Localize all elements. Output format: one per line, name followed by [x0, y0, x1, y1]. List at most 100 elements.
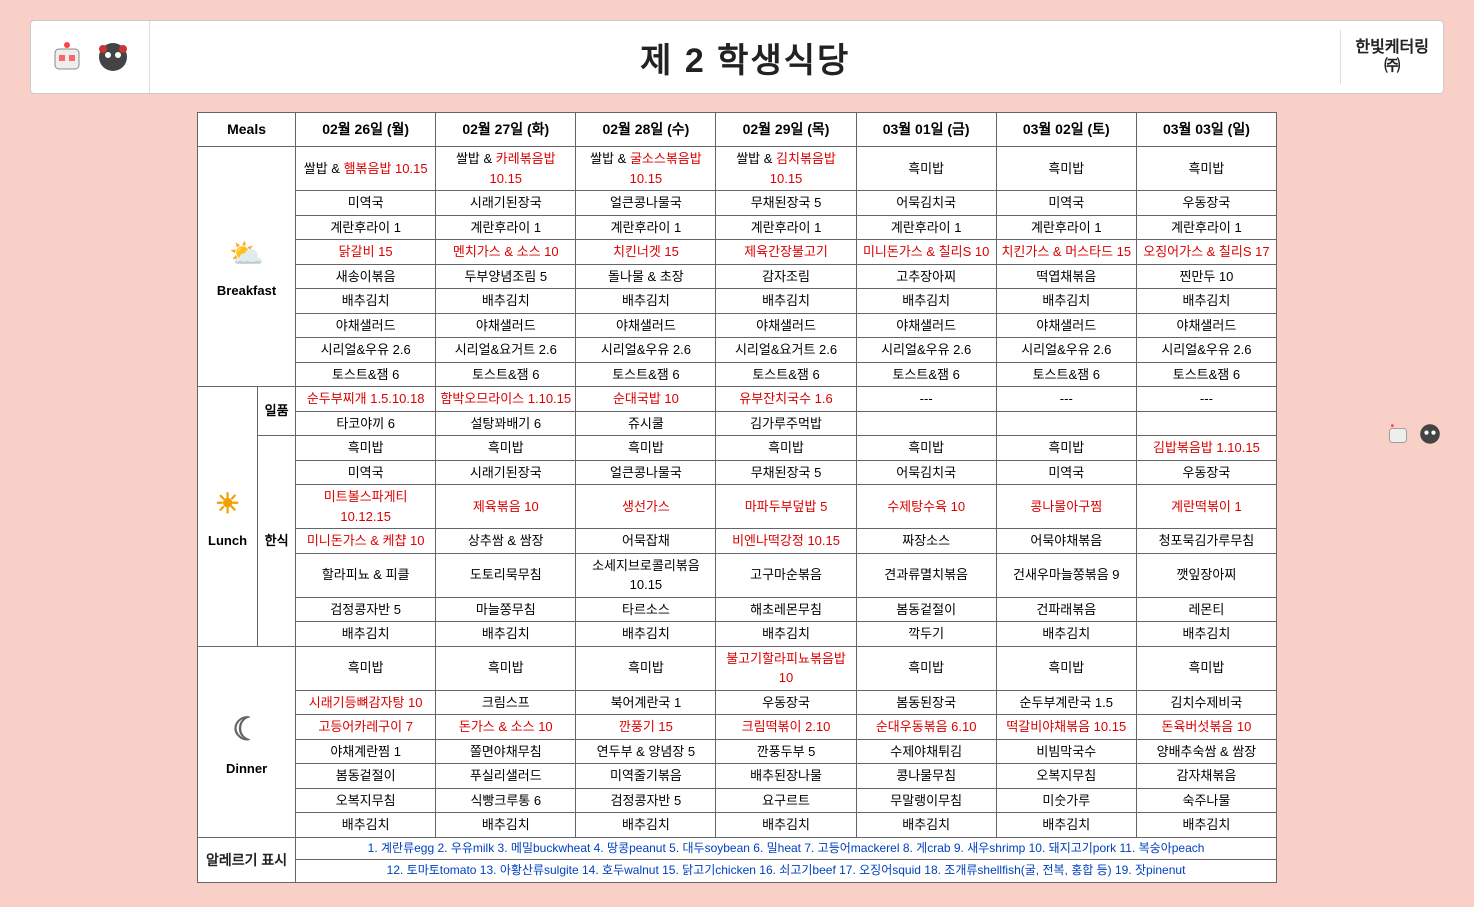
menu-cell: 닭갈비 15 — [296, 240, 436, 265]
header-bar: 제 2 학생식당 한빛케터링 ㈜ — [30, 20, 1444, 94]
menu-cell: 배추김치 — [576, 813, 716, 838]
menu-cell: 미역국 — [296, 460, 436, 485]
menu-cell: 쫄면야채무침 — [436, 739, 576, 764]
menu-cell: 어묵잡채 — [576, 529, 716, 554]
menu-cell: 쥬시쿨 — [576, 411, 716, 436]
menu-cell: 계란후라이 1 — [296, 215, 436, 240]
dinner-row: 봄동겉절이푸실리샐러드미역줄기볶음배추된장나물콩나물무침오복지무침감자채볶음 — [198, 764, 1277, 789]
menu-cell: 흑미밥 — [576, 646, 716, 690]
menu-cell: 배추김치 — [576, 289, 716, 314]
menu-cell: 계란떡볶이 1 — [1136, 485, 1276, 529]
menu-cell: 배추김치 — [716, 813, 856, 838]
menu-cell: 미역국 — [996, 460, 1136, 485]
menu-cell: 크림떡볶이 2.10 — [716, 715, 856, 740]
menu-cell: 야채샐러드 — [856, 313, 996, 338]
menu-cell: 크림스프 — [436, 690, 576, 715]
menu-cell: 두부양념조림 5 — [436, 264, 576, 289]
col-date-0: 02월 26일 (월) — [296, 113, 436, 147]
menu-cell: 순두부계란국 1.5 — [996, 690, 1136, 715]
col-date-5: 03월 02일 (토) — [996, 113, 1136, 147]
menu-cell: 숙주나물 — [1136, 788, 1276, 813]
menu-cell: 미숫가루 — [996, 788, 1136, 813]
menu-cell: 제육간장불고기 — [716, 240, 856, 265]
lunch-hansik-row: 한식흑미밥흑미밥흑미밥흑미밥흑미밥흑미밥김밥볶음밥 1.10.15 — [198, 436, 1277, 461]
lunch-hansik-row: 검정콩자반 5마늘쫑무침타르소스해초레몬무침봄동겉절이건파래볶음레몬티 — [198, 597, 1277, 622]
menu-cell: --- — [856, 387, 996, 412]
lunch-ilpum-row: 타코야끼 6설탕꽈배기 6쥬시쿨김가루주먹밥 — [198, 411, 1277, 436]
col-meals: Meals — [198, 113, 296, 147]
brand-name: 한빛케터링 — [1355, 38, 1429, 57]
menu-cell: 배추김치 — [996, 289, 1136, 314]
menu-cell: 배추김치 — [1136, 622, 1276, 647]
menu-cell: 계란후라이 1 — [436, 215, 576, 240]
menu-cell: 시리얼&요거트 2.6 — [436, 338, 576, 363]
menu-cell: 배추김치 — [436, 622, 576, 647]
menu-cell: 소세지브로콜리볶음 10.15 — [576, 553, 716, 597]
menu-cell: 토스트&잼 6 — [436, 362, 576, 387]
menu-cell: 야채샐러드 — [436, 313, 576, 338]
menu-cell: 시래기된장국 — [436, 191, 576, 216]
menu-cell: 배추김치 — [436, 289, 576, 314]
menu-cell: 토스트&잼 6 — [1136, 362, 1276, 387]
menu-cell: 할라피뇨 & 피클 — [296, 553, 436, 597]
menu-cell: 무채된장국 5 — [716, 191, 856, 216]
menu-cell: 감자채볶음 — [1136, 764, 1276, 789]
menu-cell: 우동장국 — [1136, 460, 1276, 485]
menu-cell: 도토리묵무침 — [436, 553, 576, 597]
menu-cell: 토스트&잼 6 — [716, 362, 856, 387]
menu-cell: 시래기등뼈감자탕 10 — [296, 690, 436, 715]
menu-cell: 상추쌈 & 쌈장 — [436, 529, 576, 554]
menu-cell: 청포묵김가루무침 — [1136, 529, 1276, 554]
menu-cell: 배추김치 — [576, 622, 716, 647]
menu-cell: 건파래볶음 — [996, 597, 1136, 622]
menu-cell: 김밥볶음밥 1.10.15 — [1136, 436, 1276, 461]
menu-cell: 순대국밥 10 — [576, 387, 716, 412]
menu-cell: 시리얼&우유 2.6 — [1136, 338, 1276, 363]
menu-cell: 흑미밥 — [436, 436, 576, 461]
menu-cell: 야채샐러드 — [1136, 313, 1276, 338]
menu-cell: 야채샐러드 — [576, 313, 716, 338]
header-row: Meals 02월 26일 (월) 02월 27일 (화) 02월 28일 (수… — [198, 113, 1277, 147]
menu-cell: 고등어카레구이 7 — [296, 715, 436, 740]
brand-sub: ㈜ — [1355, 57, 1429, 76]
menu-cell: 연두부 & 양념장 5 — [576, 739, 716, 764]
menu-cell: 야채샐러드 — [296, 313, 436, 338]
menu-cell: 얼큰콩나물국 — [576, 460, 716, 485]
menu-cell: 수제야채튀김 — [856, 739, 996, 764]
menu-cell: 흑미밥 — [996, 436, 1136, 461]
allergen-row-1: 알레르기 표시1. 계란류egg 2. 우유milk 3. 메밀buckwhea… — [198, 837, 1277, 860]
menu-cell: 유부잔치국수 1.6 — [716, 387, 856, 412]
menu-cell: 토스트&잼 6 — [996, 362, 1136, 387]
breakfast-row: 미역국시래기된장국얼큰콩나물국무채된장국 5어묵김치국미역국우동장국 — [198, 191, 1277, 216]
dinner-row: 야채계란찜 1쫄면야채무침연두부 & 양념장 5깐풍두부 5수제야채튀김비빔막국… — [198, 739, 1277, 764]
menu-cell: 멘치가스 & 소스 10 — [436, 240, 576, 265]
menu-cell: 생선가스 — [576, 485, 716, 529]
col-date-3: 02월 29일 (목) — [716, 113, 856, 147]
menu-cell: 설탕꽈배기 6 — [436, 411, 576, 436]
menu-cell: 계란후라이 1 — [716, 215, 856, 240]
menu-cell: 흑미밥 — [856, 646, 996, 690]
menu-table: Meals 02월 26일 (월) 02월 27일 (화) 02월 28일 (수… — [197, 112, 1277, 883]
menu-cell: 배추김치 — [856, 289, 996, 314]
menu-cell: 흑미밥 — [716, 436, 856, 461]
allergen-label: 알레르기 표시 — [198, 837, 296, 882]
menu-cell: 무말랭이무침 — [856, 788, 996, 813]
dinner-label-text: Dinner — [200, 759, 293, 779]
menu-cell: 해초레몬무침 — [716, 597, 856, 622]
breakfast-row: 닭갈비 15멘치가스 & 소스 10치킨너겟 15제육간장불고기미니돈가스 & … — [198, 240, 1277, 265]
menu-cell: 미니돈가스 & 칠리S 10 — [856, 240, 996, 265]
menu-cell: 요구르트 — [716, 788, 856, 813]
menu-cell: 순대우동볶음 6.10 — [856, 715, 996, 740]
col-date-1: 02월 27일 (화) — [436, 113, 576, 147]
menu-cell: 식빵크루통 6 — [436, 788, 576, 813]
menu-cell: 흑미밥 — [576, 436, 716, 461]
menu-cell: 깐풍기 15 — [576, 715, 716, 740]
menu-cell: 양배추숙쌈 & 쌈장 — [1136, 739, 1276, 764]
menu-cell: 시래기된장국 — [436, 460, 576, 485]
lunch-hansik-row: 미트볼스파게티 10.12.15제육볶음 10생선가스마파두부덮밥 5수제탕수육… — [198, 485, 1277, 529]
menu-cell: 야채샐러드 — [996, 313, 1136, 338]
menu-cell: 오징어가스 & 칠리S 17 — [1136, 240, 1276, 265]
menu-cell: 깍두기 — [856, 622, 996, 647]
menu-cell: 떡갈비야채볶음 10.15 — [996, 715, 1136, 740]
menu-cell: 김가루주먹밥 — [716, 411, 856, 436]
